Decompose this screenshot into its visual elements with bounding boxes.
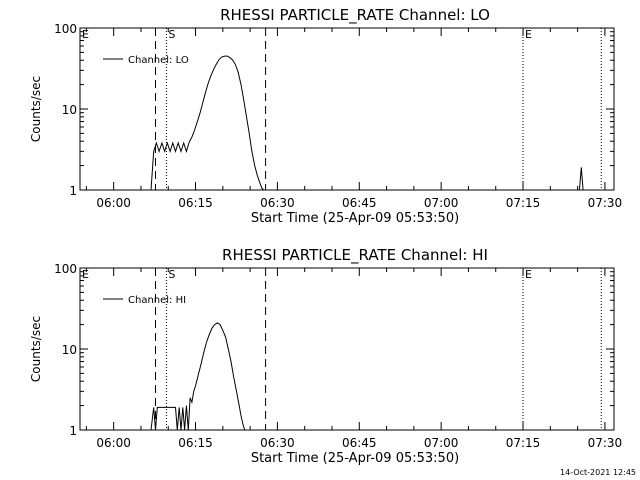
y-axis-label: Counts/sec	[29, 76, 43, 142]
x-tick-label: 07:00	[424, 436, 459, 450]
plot-frame	[79, 27, 615, 191]
y-tick-label: 100	[54, 262, 77, 276]
x-tick-label: 06:45	[342, 436, 377, 450]
event-marker-label: S	[168, 268, 175, 281]
y-tick-label: 1	[69, 424, 77, 438]
x-tick-label: 07:15	[506, 436, 541, 450]
x-tick-label: 07:30	[588, 436, 623, 450]
event-marker-label: E	[82, 28, 89, 41]
plot-frame	[79, 267, 615, 431]
x-tick-label: 06:15	[178, 196, 213, 210]
x-tick-label: 06:45	[342, 196, 377, 210]
y-tick-label: 1	[69, 184, 77, 198]
chart-panel-1: RHESSI PARTICLE_RATE Channel: HI Counts/s…	[29, 246, 622, 466]
y-tick-label: 10	[62, 343, 77, 357]
series-line	[150, 322, 246, 431]
series-spike	[578, 167, 584, 191]
chart-title: RHESSI PARTICLE_RATE Channel: HI	[222, 246, 488, 265]
chart-panel-0: RHESSI PARTICLE_RATE Channel: LO Counts/s…	[29, 6, 622, 226]
x-axis-label: Start Time (25-Apr-09 05:53:50)	[251, 451, 459, 466]
y-axis-label: Counts/sec	[29, 316, 43, 382]
y-tick-label: 100	[54, 22, 77, 36]
series-line	[150, 55, 265, 191]
x-axis-label: Start Time (25-Apr-09 05:53:50)	[251, 211, 459, 226]
event-marker-label: S	[168, 28, 175, 41]
x-tick-label: 06:15	[178, 436, 213, 450]
event-marker-label: E	[525, 268, 532, 281]
x-tick-label: 07:15	[506, 196, 541, 210]
x-tick-label: 06:00	[96, 196, 131, 210]
chart-title: RHESSI PARTICLE_RATE Channel: LO	[220, 6, 490, 25]
x-tick-label: 06:00	[96, 436, 131, 450]
x-tick-label: 07:00	[424, 196, 459, 210]
y-tick-label: 10	[62, 103, 77, 117]
legend-entry: Channel: LO	[128, 55, 189, 66]
x-tick-label: 06:30	[260, 196, 295, 210]
event-marker-label: E	[82, 268, 89, 281]
legend-entry: Channel: HI	[128, 295, 186, 306]
x-tick-label: 07:30	[588, 196, 623, 210]
x-tick-label: 06:30	[260, 436, 295, 450]
footer-timestamp: 14-Oct-2021 12:45	[560, 468, 636, 477]
event-marker-label: E	[525, 28, 532, 41]
